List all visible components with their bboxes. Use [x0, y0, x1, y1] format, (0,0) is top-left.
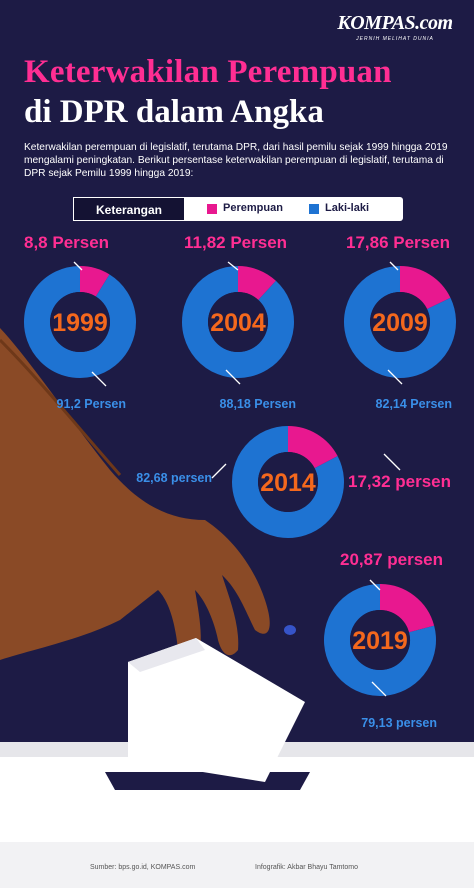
- year-label-2009: 2009: [372, 309, 428, 337]
- year-label-2014: 2014: [260, 469, 316, 497]
- footer-credit: Infografik: Akbar Bhayu Tamtomo: [255, 864, 358, 871]
- men-percent-label-1999: 91,2 Persen: [57, 397, 127, 411]
- footer-source: Sumber: bps.go.id, KOMPAS.com: [90, 864, 196, 871]
- leader-line-men-1999: [91, 371, 107, 387]
- leader-line-women-2009: [389, 261, 399, 271]
- donut-slice-men-2019: [324, 584, 436, 696]
- women-percent-label-2014: 17,32 persen: [348, 472, 451, 491]
- leader-line-men-2009: [387, 369, 403, 385]
- year-label-2019: 2019: [352, 627, 408, 655]
- donut-slice-women-2014: [287, 426, 338, 469]
- legend-title: Keterangan: [73, 197, 185, 221]
- leader-line-men-2019: [371, 681, 387, 697]
- donut-slice-men-2014: [232, 426, 344, 538]
- year-label-2004: 2004: [210, 309, 266, 337]
- donut-hole-2019: [350, 610, 410, 670]
- hand-shape: [0, 328, 270, 671]
- donut-slice-men-1999: [24, 266, 136, 378]
- donut-slice-women-2009: [399, 266, 451, 310]
- donuts-layer: 1999 8,8 Persen 91,2 Persen 2004 11,82 Perse…: [24, 233, 456, 730]
- leader-line-women-2004: [227, 261, 239, 271]
- intro-text: Keterwakilan perempuan di legislatif, te…: [24, 142, 448, 179]
- leader-line-women-1999: [73, 261, 83, 271]
- women-percent-label-2019: 20,87 persen: [340, 550, 443, 569]
- women-percent-label-2009: 17,86 Persen: [346, 233, 450, 252]
- leader-line-women-2014: [383, 453, 401, 471]
- men-percent-label-2009: 82,14 Persen: [376, 397, 452, 411]
- legend-swatch-men: [309, 204, 319, 214]
- donut-hole-1999: [50, 292, 110, 352]
- hand-shadow: [0, 338, 122, 476]
- leader-line-men-2014: [211, 463, 227, 479]
- legend-label-men: Laki-laki: [325, 202, 370, 214]
- brand-tagline: JERNIH MELIHAT DUNIA: [356, 36, 434, 42]
- men-percent-label-2004: 88,18 Persen: [220, 397, 296, 411]
- ballot-paper: [128, 638, 305, 782]
- donut-hole-2014: [258, 452, 318, 512]
- legend: Keterangan Perempuan Laki-laki: [73, 197, 403, 221]
- women-percent-label-1999: 8,8 Persen: [24, 233, 109, 252]
- title-line-2: di DPR dalam Angka: [24, 94, 324, 130]
- donut-hole-2004: [208, 292, 268, 352]
- brand-name: KOMPAS.com: [337, 12, 453, 34]
- leader-line-women-2019: [369, 579, 381, 591]
- men-percent-label-2014: 82,68 persen: [136, 471, 212, 485]
- women-percent-label-2004: 11,82 Persen: [184, 233, 287, 252]
- brand-logo: KOMPAS.com JERNIH MELIHAT DUNIA: [330, 12, 460, 42]
- title-line-1: Keterwakilan Perempuan: [24, 54, 392, 90]
- leader-line-men-2004: [225, 369, 241, 385]
- donut-slice-women-2004: [237, 266, 276, 301]
- donut-slice-men-2009: [344, 266, 456, 378]
- hand-illustration: [0, 328, 305, 782]
- donut-slice-men-2004: [182, 266, 294, 378]
- ballot-box-base: [0, 842, 474, 888]
- legend-swatch-women: [207, 204, 217, 214]
- year-label-1999: 1999: [52, 309, 108, 337]
- ballot-paper-fold: [128, 638, 205, 672]
- fingernail: [284, 625, 296, 635]
- donut-hole-2009: [370, 292, 430, 352]
- ballot-slot: [105, 772, 310, 790]
- legend-label-women: Perempuan: [223, 202, 283, 214]
- donut-slice-women-1999: [79, 266, 110, 297]
- men-percent-label-2019: 79,13 persen: [361, 716, 437, 730]
- donut-slice-women-2019: [379, 584, 435, 633]
